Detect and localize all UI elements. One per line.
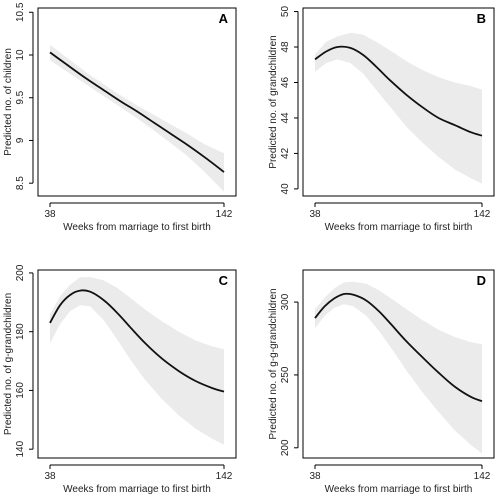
x-tick-label: 38 [44, 471, 56, 482]
plot-frame [37, 269, 237, 459]
y-tick-label: 300 [280, 293, 291, 310]
y-tick-label: 200 [280, 439, 291, 456]
panel-a: 8.5 9 9.5 10 10.5 38 142 Weeks from marriage to… [3, 2, 237, 233]
x-tick-label: 38 [44, 209, 56, 220]
prediction-line [314, 292, 483, 403]
plot-frame [302, 269, 495, 459]
y-tick-label: 44 [280, 112, 291, 124]
y-tick-label: 50 [280, 6, 291, 18]
y-axis-label: Predicted no. of g-grandchildren [3, 293, 14, 435]
y-tick-label: 160 [15, 382, 26, 399]
y-axis-label: Predicted no. of children [3, 48, 14, 156]
y-tick-label: 250 [280, 366, 291, 383]
y-tick-label: 40 [280, 183, 291, 195]
x-tick-label: 38 [309, 209, 321, 220]
y-tick-label: 9 [15, 137, 26, 143]
panel-letter: C [219, 273, 229, 288]
x-axis-label: Weeks from marriage to first birth [325, 484, 473, 495]
panel-letter: D [477, 273, 486, 288]
confidence-band [50, 277, 224, 445]
prediction-line [49, 289, 225, 393]
x-axis-label: Weeks from marriage to first birth [63, 484, 211, 495]
y-tick-label: 48 [280, 41, 291, 53]
panel-c: 140 160 180 200 38 142 Weeks from marriage to … [3, 264, 237, 495]
y-tick-label: 200 [15, 264, 26, 281]
confidence-band [315, 32, 482, 184]
prediction-line [314, 45, 483, 137]
y-axis-label: Predicted no. of grandchildren [268, 35, 279, 168]
panel-letter: A [219, 11, 229, 26]
y-tick-label: 140 [15, 440, 26, 457]
prediction-line [49, 51, 225, 173]
y-tick-label: 46 [280, 76, 291, 88]
y-tick-label: 42 [280, 147, 291, 159]
confidence-band [315, 281, 482, 454]
confidence-band [50, 44, 224, 192]
y-tick-label: 8.5 [15, 176, 26, 190]
y-tick-label: 10 [15, 49, 26, 61]
plot-frame [37, 7, 237, 197]
y-tick-label: 9.5 [15, 90, 26, 104]
x-tick-label: 142 [474, 209, 491, 220]
x-tick-label: 142 [216, 471, 233, 482]
x-tick-label: 142 [216, 209, 233, 220]
y-tick-label: 10.5 [15, 2, 26, 22]
x-tick-label: 142 [474, 471, 491, 482]
panel-letter: B [477, 11, 486, 26]
x-axis-label: Weeks from marriage to first birth [63, 222, 211, 233]
x-axis-label: Weeks from marriage to first birth [325, 222, 473, 233]
y-tick-label: 180 [15, 323, 26, 340]
y-axis-label: Predicted no. of g-g-grandchildren [268, 288, 279, 439]
x-tick-label: 38 [309, 471, 321, 482]
plot-frame [302, 7, 495, 197]
